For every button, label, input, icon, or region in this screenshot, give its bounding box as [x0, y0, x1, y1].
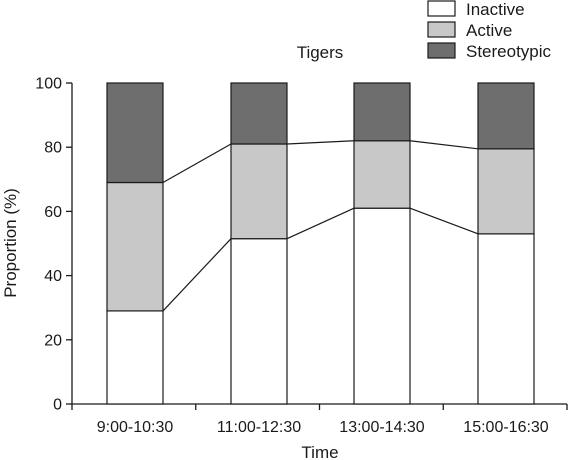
- x-tick-label: 13:00-14:30: [339, 419, 425, 436]
- x-tick-label: 9:00-10:30: [97, 419, 174, 436]
- y-tick-label: 60: [44, 204, 62, 221]
- bars: [106, 82, 535, 405]
- legend-label: Inactive: [466, 0, 525, 19]
- x-tick-label: 11:00-12:30: [217, 419, 301, 436]
- connector-lines: [162, 140, 479, 312]
- x-tick-label: 15:00-16:30: [463, 419, 549, 436]
- legend: Inactive Active Stereotypic: [427, 0, 552, 61]
- bar-segment-active: [230, 143, 288, 240]
- bar-segment-active: [106, 181, 164, 312]
- connector-line: [162, 143, 232, 184]
- connector-line: [286, 207, 355, 240]
- y-axis: 0 20 40 60 80 100: [35, 76, 73, 414]
- y-axis-title: Proportion (%): [1, 188, 20, 298]
- connector-line: [409, 207, 479, 235]
- legend-swatch-stereotypic: [427, 42, 456, 59]
- bar-segment-stereotypic: [477, 82, 535, 150]
- bar-segment-inactive: [230, 238, 288, 405]
- connector-line: [286, 140, 355, 145]
- legend-label: Active: [466, 21, 512, 40]
- bar-segment-active: [477, 148, 535, 235]
- bar-segment-stereotypic: [353, 82, 411, 142]
- y-tick-label: 100: [35, 76, 62, 93]
- bar-segment-stereotypic: [106, 82, 164, 184]
- legend-label: Stereotypic: [466, 42, 552, 61]
- bar-segment-inactive: [477, 233, 535, 405]
- legend-swatch-active: [427, 21, 456, 38]
- y-tick-label: 0: [53, 397, 62, 414]
- chart-title: Tigers: [297, 43, 344, 62]
- y-tick-label: 80: [44, 140, 62, 157]
- bar-segment-stereotypic: [230, 82, 288, 145]
- y-tick-label: 40: [44, 268, 62, 285]
- bar-segment-inactive: [353, 207, 411, 405]
- connector-line: [162, 238, 232, 312]
- legend-swatch-inactive: [427, 0, 456, 17]
- bar-segment-inactive: [106, 310, 164, 405]
- y-tick-label: 20: [44, 332, 62, 349]
- x-axis: 9:00-10:30 11:00-12:30 13:00-14:30 15:00-16…: [71, 403, 568, 436]
- x-axis-title: Time: [301, 443, 338, 460]
- bar-segment-active: [353, 140, 411, 209]
- connector-line: [409, 140, 479, 150]
